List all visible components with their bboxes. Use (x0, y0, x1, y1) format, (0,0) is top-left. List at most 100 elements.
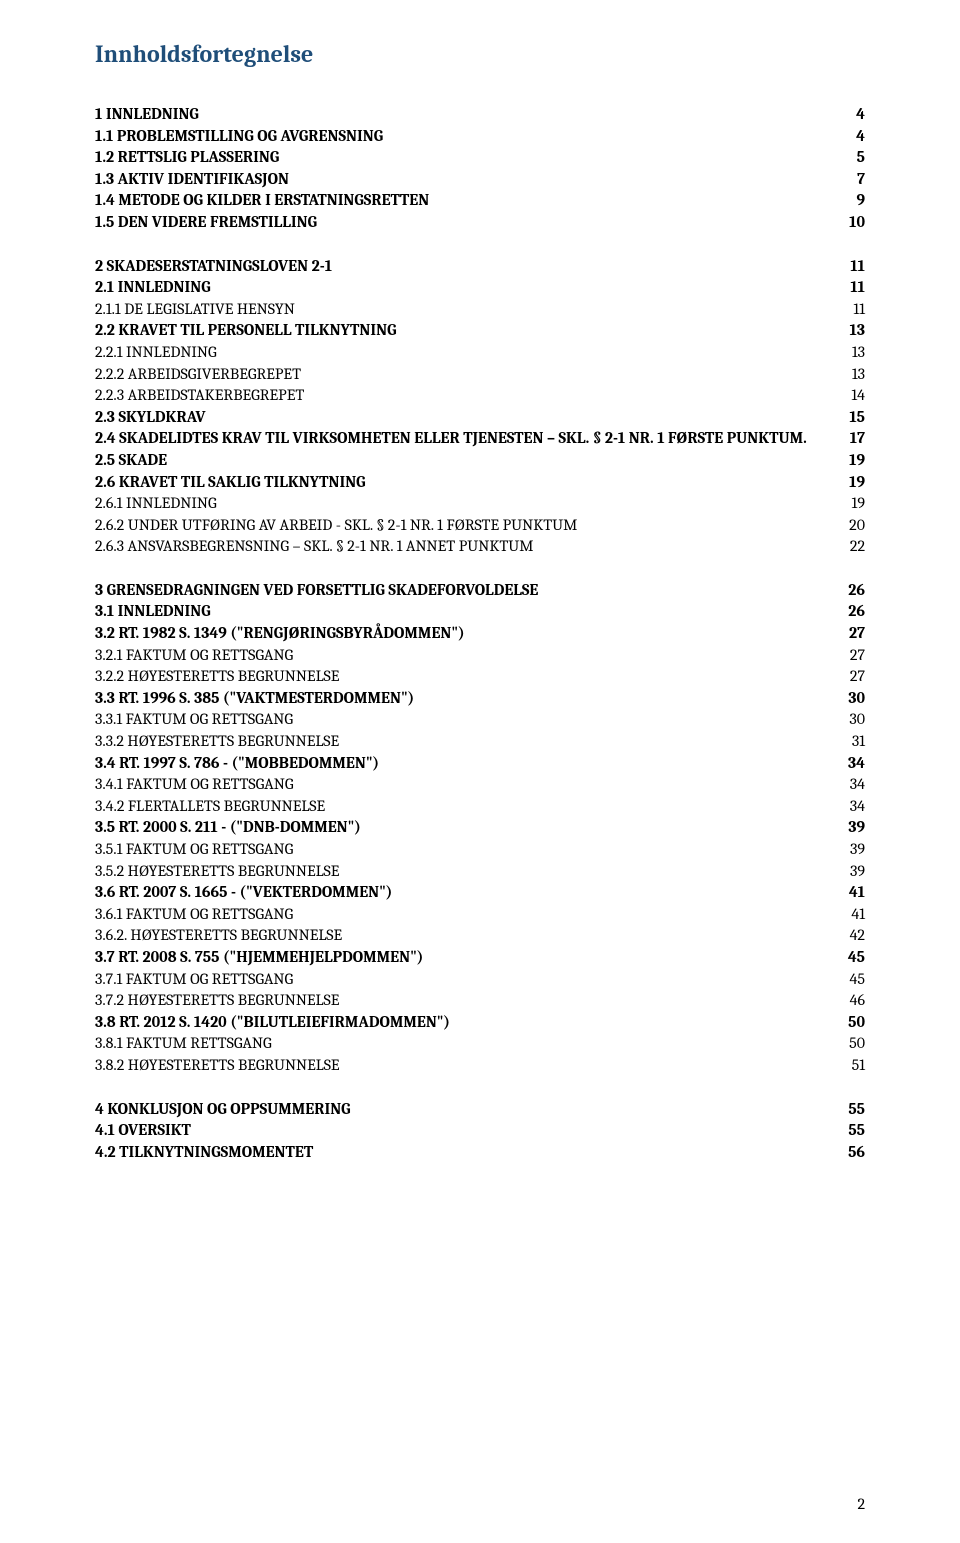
toc-entry-label: 3.8.2 HØYESTERETTS BEGRUNNELSE (95, 1055, 340, 1077)
toc-entry: 3.6 RT. 2007 S. 1665 - ("VEKTERDOMMEN") 4… (95, 882, 865, 904)
toc-entry-label: 3.3.1 FAKTUM OG RETTSGANG (95, 709, 293, 731)
toc-entry-page: 4 (846, 104, 865, 126)
toc-entry-page: 22 (840, 536, 865, 558)
toc-entry-label: 3.3.2 HØYESTERETTS BEGRUNNELSE (95, 731, 339, 753)
toc-entry: 3.4.1 FAKTUM OG RETTSGANG 34 (95, 774, 865, 796)
toc-entry: 1.2 RETTSLIG PLASSERING5 (95, 147, 865, 169)
toc-entry: 3.6.1 FAKTUM OG RETTSGANG 41 (95, 904, 865, 926)
toc-entry: 2.1 INNLEDNING11 (95, 277, 865, 299)
toc-entry-label: 3.5.1 FAKTUM OG RETTSGANG (95, 839, 293, 861)
toc-entry-label: 3.7.2 HØYESTERETTS BEGRUNNELSE (95, 990, 339, 1012)
page-number: 2 (857, 1495, 865, 1513)
toc-entry-label: 2.2.1 INNLEDNING (95, 342, 217, 364)
toc-entry-label: 3.5.2 HØYESTERETTS BEGRUNNELSE (95, 861, 339, 883)
toc-entry-label: 2.5 SKADE (95, 450, 167, 472)
toc-entry: 2.2.1 INNLEDNING13 (95, 342, 865, 364)
toc-entry-page: 41 (839, 882, 865, 904)
toc-entry-label: 3.4 RT. 1997 S. 786 - ("MOBBEDOMMEN") (95, 753, 379, 775)
toc-entry-page: 31 (842, 731, 865, 753)
toc-entry-label: 1.5 DEN VIDERE FREMSTILLING (95, 212, 317, 234)
toc-entry-page: 39 (838, 817, 865, 839)
toc-entry-label: 1.4 METODE OG KILDER I ERSTATNINGSRETTEN (95, 190, 429, 212)
toc-entry-label: 3.2.1 FAKTUM OG RETTSGANG (95, 645, 293, 667)
toc-entry-label: 4 KONKLUSJON OG OPPSUMMERING (95, 1099, 351, 1121)
toc-entry-label: 3.7.1 FAKTUM OG RETTSGANG (95, 969, 293, 991)
toc-entry-page: 27 (839, 623, 865, 645)
toc-entry-label: 2.3 SKYLDKRAV (95, 407, 206, 429)
toc-entry-page: 39 (840, 839, 865, 861)
toc-entry-page: 17 (840, 428, 865, 450)
toc-entry: 3.2.2 HØYESTERETTS BEGRUNNELSE 27 (95, 666, 865, 688)
toc-entry-page: 45 (838, 947, 865, 969)
toc-entry-page: 13 (840, 320, 865, 342)
toc-entry-page: 11 (840, 256, 865, 278)
toc-entry-page: 26 (838, 601, 865, 623)
toc-entry: 2.3 SKYLDKRAV 15 (95, 407, 865, 429)
toc-entry: 3.7.2 HØYESTERETTS BEGRUNNELSE46 (95, 990, 865, 1012)
toc-entry-page: 39 (840, 861, 865, 883)
toc-entry: 3 GRENSEDRAGNINGEN VED FORSETTLIG SKADEF… (95, 580, 865, 602)
toc-entry-page: 50 (839, 1033, 865, 1055)
toc-entry: 2.4 SKADELIDTES KRAV TIL VIRKSOMHETEN EL… (95, 428, 865, 450)
toc-entry-label: 3.6 RT. 2007 S. 1665 - ("VEKTERDOMMEN") (95, 882, 392, 904)
toc-entry-label: 3.7 RT. 2008 S. 755 ("HJEMMEHJELPDOMMEN"… (95, 947, 423, 969)
toc-entry: 3.8.2 HØYESTERETTS BEGRUNNELSE51 (95, 1055, 865, 1077)
toc-entry-page: 11 (843, 299, 865, 321)
toc-entry-page: 5 (847, 147, 865, 169)
toc-entry: 1.1 PROBLEMSTILLING OG AVGRENSNING4 (95, 126, 865, 148)
toc-entry-page: 4 (846, 126, 865, 148)
toc-entry-page: 27 (840, 645, 865, 667)
toc-entry: 2 SKADESERSTATNINGSLOVEN 2-111 (95, 256, 865, 278)
toc-entry: 4.2 TILKNYTNINGSMOMENTET56 (95, 1142, 865, 1164)
toc-entry-page: 15 (839, 407, 865, 429)
toc-entry-page: 19 (842, 493, 865, 515)
toc-entry-page: 30 (839, 709, 865, 731)
toc-entry-page: 55 (838, 1099, 865, 1121)
toc-entry-page: 10 (839, 212, 865, 234)
toc-entry-page: 13 (842, 364, 865, 386)
toc-entry-page: 9 (846, 190, 865, 212)
toc-entry: 3.8.1 FAKTUM RETTSGANG 50 (95, 1033, 865, 1055)
toc-entry: 3.3.1 FAKTUM OG RETTSGANG 30 (95, 709, 865, 731)
toc-entry: 2.1.1 DE LEGISLATIVE HENSYN11 (95, 299, 865, 321)
toc-entry-label: 3 GRENSEDRAGNINGEN VED FORSETTLIG SKADEF… (95, 580, 538, 602)
toc-entry-page: 20 (839, 515, 865, 537)
toc-entry: 1.5 DEN VIDERE FREMSTILLING 10 (95, 212, 865, 234)
toc-entry: 3.8 RT. 2012 S. 1420 ("BILUTLEIEFIRMADOM… (95, 1012, 865, 1034)
toc-entry-page: 45 (840, 969, 865, 991)
toc-entry-label: 3.2.2 HØYESTERETTS BEGRUNNELSE (95, 666, 339, 688)
toc-entry: 3.3 RT. 1996 S. 385 ("VAKTMESTERDOMMEN")… (95, 688, 865, 710)
toc-entry: 3.2.1 FAKTUM OG RETTSGANG 27 (95, 645, 865, 667)
toc-entry-page: 41 (841, 904, 865, 926)
toc-entry-label: 1.3 AKTIV IDENTIFIKASJON (95, 169, 289, 191)
toc-entry-label: 3.4.1 FAKTUM OG RETTSGANG (95, 774, 293, 796)
toc-entry-page: 27 (840, 666, 865, 688)
toc-entry-page: 55 (838, 1120, 865, 1142)
toc-entry-page: 34 (840, 774, 865, 796)
toc-entry-page: 19 (839, 450, 865, 472)
toc-entry: 3.6.2. HØYESTERETTS BEGRUNNELSE42 (95, 925, 865, 947)
toc-title: Innholdsfortegnelse (95, 40, 865, 68)
toc-entry-label: 2.2 KRAVET TIL PERSONELL TILKNYTNING (95, 320, 396, 342)
toc-entry: 2.6.2 UNDER UTFØRING AV ARBEID - SKL. § … (95, 515, 865, 537)
toc-entry: 4.1 OVERSIKT55 (95, 1120, 865, 1142)
toc-entry: 3.2 RT. 1982 S. 1349 ("RENGJØRINGSBYRÅDO… (95, 623, 865, 645)
toc-entry-page: 7 (847, 169, 865, 191)
toc-entry-label: 2.2.2 ARBEIDSGIVERBEGREPET (95, 364, 301, 386)
toc-entry-page: 34 (838, 753, 865, 775)
toc-entry: 3.5.1 FAKTUM OG RETTSGANG 39 (95, 839, 865, 861)
toc-entry-page: 19 (839, 472, 865, 494)
toc-entry-label: 3.8.1 FAKTUM RETTSGANG (95, 1033, 272, 1055)
toc-entry-label: 2.1 INNLEDNING (95, 277, 211, 299)
toc-entry: 1.3 AKTIV IDENTIFIKASJON 7 (95, 169, 865, 191)
toc-entry-label: 3.8 RT. 2012 S. 1420 ("BILUTLEIEFIRMADOM… (95, 1012, 450, 1034)
toc-entry: 2.6.1 INNLEDNING19 (95, 493, 865, 515)
toc-container: 1 INNLEDNING41.1 PROBLEMSTILLING OG AVGR… (95, 104, 865, 1163)
toc-entry-page: 26 (838, 580, 865, 602)
toc-entry-label: 3.3 RT. 1996 S. 385 ("VAKTMESTERDOMMEN") (95, 688, 414, 710)
toc-entry-label: 3.4.2 FLERTALLETS BEGRUNNELSE (95, 796, 325, 818)
toc-entry-label: 3.6.2. HØYESTERETTS BEGRUNNELSE (95, 925, 342, 947)
toc-entry: 2.2 KRAVET TIL PERSONELL TILKNYTNING 13 (95, 320, 865, 342)
toc-entry-page: 56 (838, 1142, 865, 1164)
toc-entry-label: 3.6.1 FAKTUM OG RETTSGANG (95, 904, 293, 926)
